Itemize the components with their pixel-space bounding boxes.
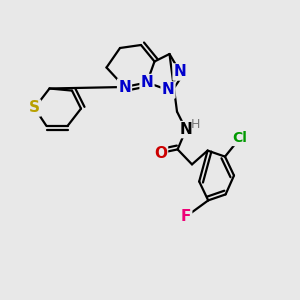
- Text: H: H: [190, 118, 200, 131]
- Text: N: N: [180, 122, 192, 137]
- Text: N: N: [141, 75, 153, 90]
- Text: S: S: [29, 100, 40, 116]
- Text: Cl: Cl: [232, 131, 247, 145]
- Text: N: N: [162, 82, 174, 98]
- Text: F: F: [181, 209, 191, 224]
- Text: O: O: [154, 146, 167, 160]
- Text: N: N: [174, 64, 186, 80]
- Text: N: N: [118, 80, 131, 94]
